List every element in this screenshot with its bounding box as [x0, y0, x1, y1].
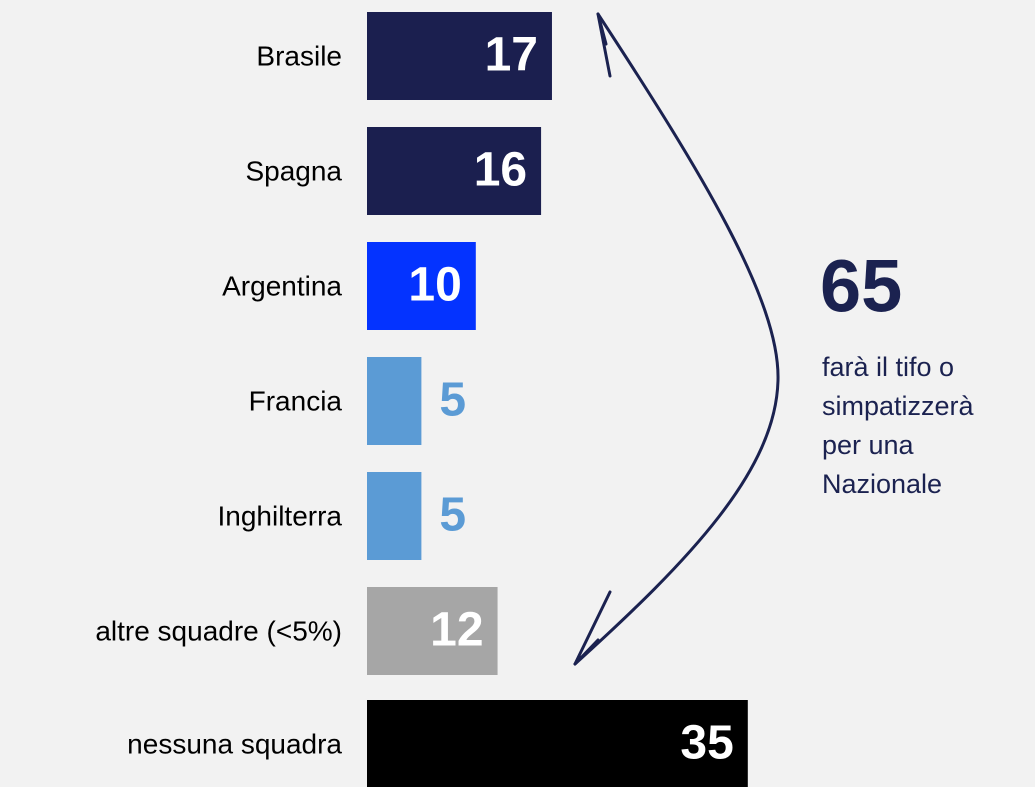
value-label: 35	[680, 717, 733, 770]
value-label: 16	[474, 144, 527, 197]
category-label: altre squadre (<5%)	[95, 615, 342, 646]
bar	[367, 472, 422, 560]
category-label: Spagna	[245, 155, 342, 186]
bar	[367, 357, 422, 445]
bar	[367, 127, 542, 215]
bar	[367, 700, 748, 787]
value-label: 5	[439, 489, 466, 542]
value-label: 10	[408, 259, 461, 312]
annotation-text: simpatizzerà	[822, 391, 975, 421]
arrow-head	[573, 590, 612, 666]
category-label: Brasile	[256, 40, 342, 71]
bracket-arrow	[573, 12, 780, 666]
value-label: 17	[485, 29, 538, 82]
bar	[367, 587, 498, 675]
value-label: 5	[439, 374, 466, 427]
value-label: 12	[430, 604, 483, 657]
annotation-text: per una	[822, 430, 915, 460]
arrow-top	[596, 12, 612, 78]
annotation-text: Nazionale	[822, 469, 942, 499]
category-label: nessuna squadra	[127, 728, 342, 759]
arrow-curve	[573, 12, 780, 666]
category-label: Francia	[249, 385, 343, 416]
bar	[367, 242, 476, 330]
bar	[367, 12, 552, 100]
annotation-value: 65	[820, 245, 902, 328]
category-label: Argentina	[222, 270, 342, 301]
annotation-text: farà il tifo o	[822, 352, 954, 382]
category-label: Inghilterra	[217, 500, 342, 531]
